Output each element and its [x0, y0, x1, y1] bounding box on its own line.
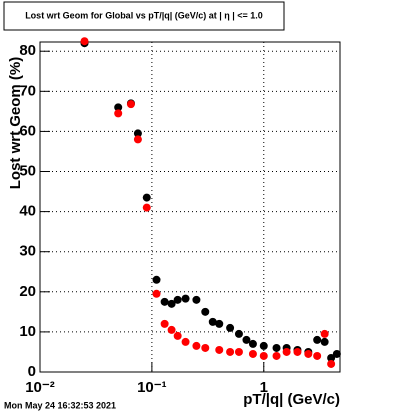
- y-tick-label: 40: [19, 203, 36, 220]
- marker: [234, 347, 243, 356]
- marker: [208, 317, 217, 326]
- marker: [133, 129, 142, 138]
- marker: [320, 329, 329, 338]
- marker: [248, 349, 257, 358]
- marker: [332, 349, 341, 358]
- marker: [259, 351, 268, 360]
- y-tick-label: 70: [19, 82, 36, 99]
- marker: [272, 343, 281, 352]
- marker: [304, 349, 313, 358]
- marker: [152, 275, 161, 284]
- marker: [226, 347, 235, 356]
- marker: [320, 337, 329, 346]
- marker: [114, 103, 123, 112]
- marker: [142, 193, 151, 202]
- footer: Mon May 24 16:32:53 2021: [4, 400, 116, 410]
- marker: [313, 351, 322, 360]
- y-tick-label: 50: [19, 162, 36, 179]
- y-tick-label: 0: [28, 363, 36, 380]
- marker: [181, 337, 190, 346]
- marker: [248, 339, 257, 348]
- x-tick-label: 10⁻²: [25, 379, 55, 396]
- marker: [201, 343, 210, 352]
- marker: [160, 319, 169, 328]
- marker: [142, 203, 151, 212]
- marker: [192, 341, 201, 350]
- marker: [313, 335, 322, 344]
- marker: [192, 295, 201, 304]
- marker: [272, 351, 281, 360]
- marker: [152, 289, 161, 298]
- marker: [327, 353, 336, 362]
- x-axis-label: pT/|q| (GeV/c): [243, 391, 340, 408]
- marker: [167, 299, 176, 308]
- y-tick-label: 60: [19, 122, 36, 139]
- marker: [173, 331, 182, 340]
- y-tick-label: 10: [19, 323, 36, 340]
- marker: [215, 345, 224, 354]
- marker: [173, 295, 182, 304]
- x-tick-label: 10⁻¹: [137, 379, 167, 396]
- y-axis-label: Lost wrt Geom (%): [7, 57, 24, 190]
- marker: [126, 100, 135, 109]
- marker: [215, 319, 224, 328]
- marker: [133, 135, 142, 144]
- chart-title: Lost wrt Geom for Global vs pT/|q| (GeV/…: [25, 10, 263, 20]
- marker: [234, 329, 243, 338]
- marker: [160, 297, 169, 306]
- marker: [114, 109, 123, 118]
- y-tick-label: 20: [19, 283, 36, 300]
- marker: [327, 359, 336, 368]
- marker: [80, 37, 89, 46]
- marker: [282, 347, 291, 356]
- x-tick-label: 1: [260, 379, 268, 396]
- title-box: [3, 1, 285, 31]
- marker: [293, 347, 302, 356]
- marker: [201, 307, 210, 316]
- y-tick-label: 30: [19, 243, 36, 260]
- y-tick-label: 80: [19, 42, 36, 59]
- marker: [259, 341, 268, 350]
- marker: [167, 325, 176, 334]
- marker: [226, 323, 235, 332]
- marker: [181, 294, 190, 303]
- plot-frame: [39, 41, 341, 373]
- marker: [242, 335, 251, 344]
